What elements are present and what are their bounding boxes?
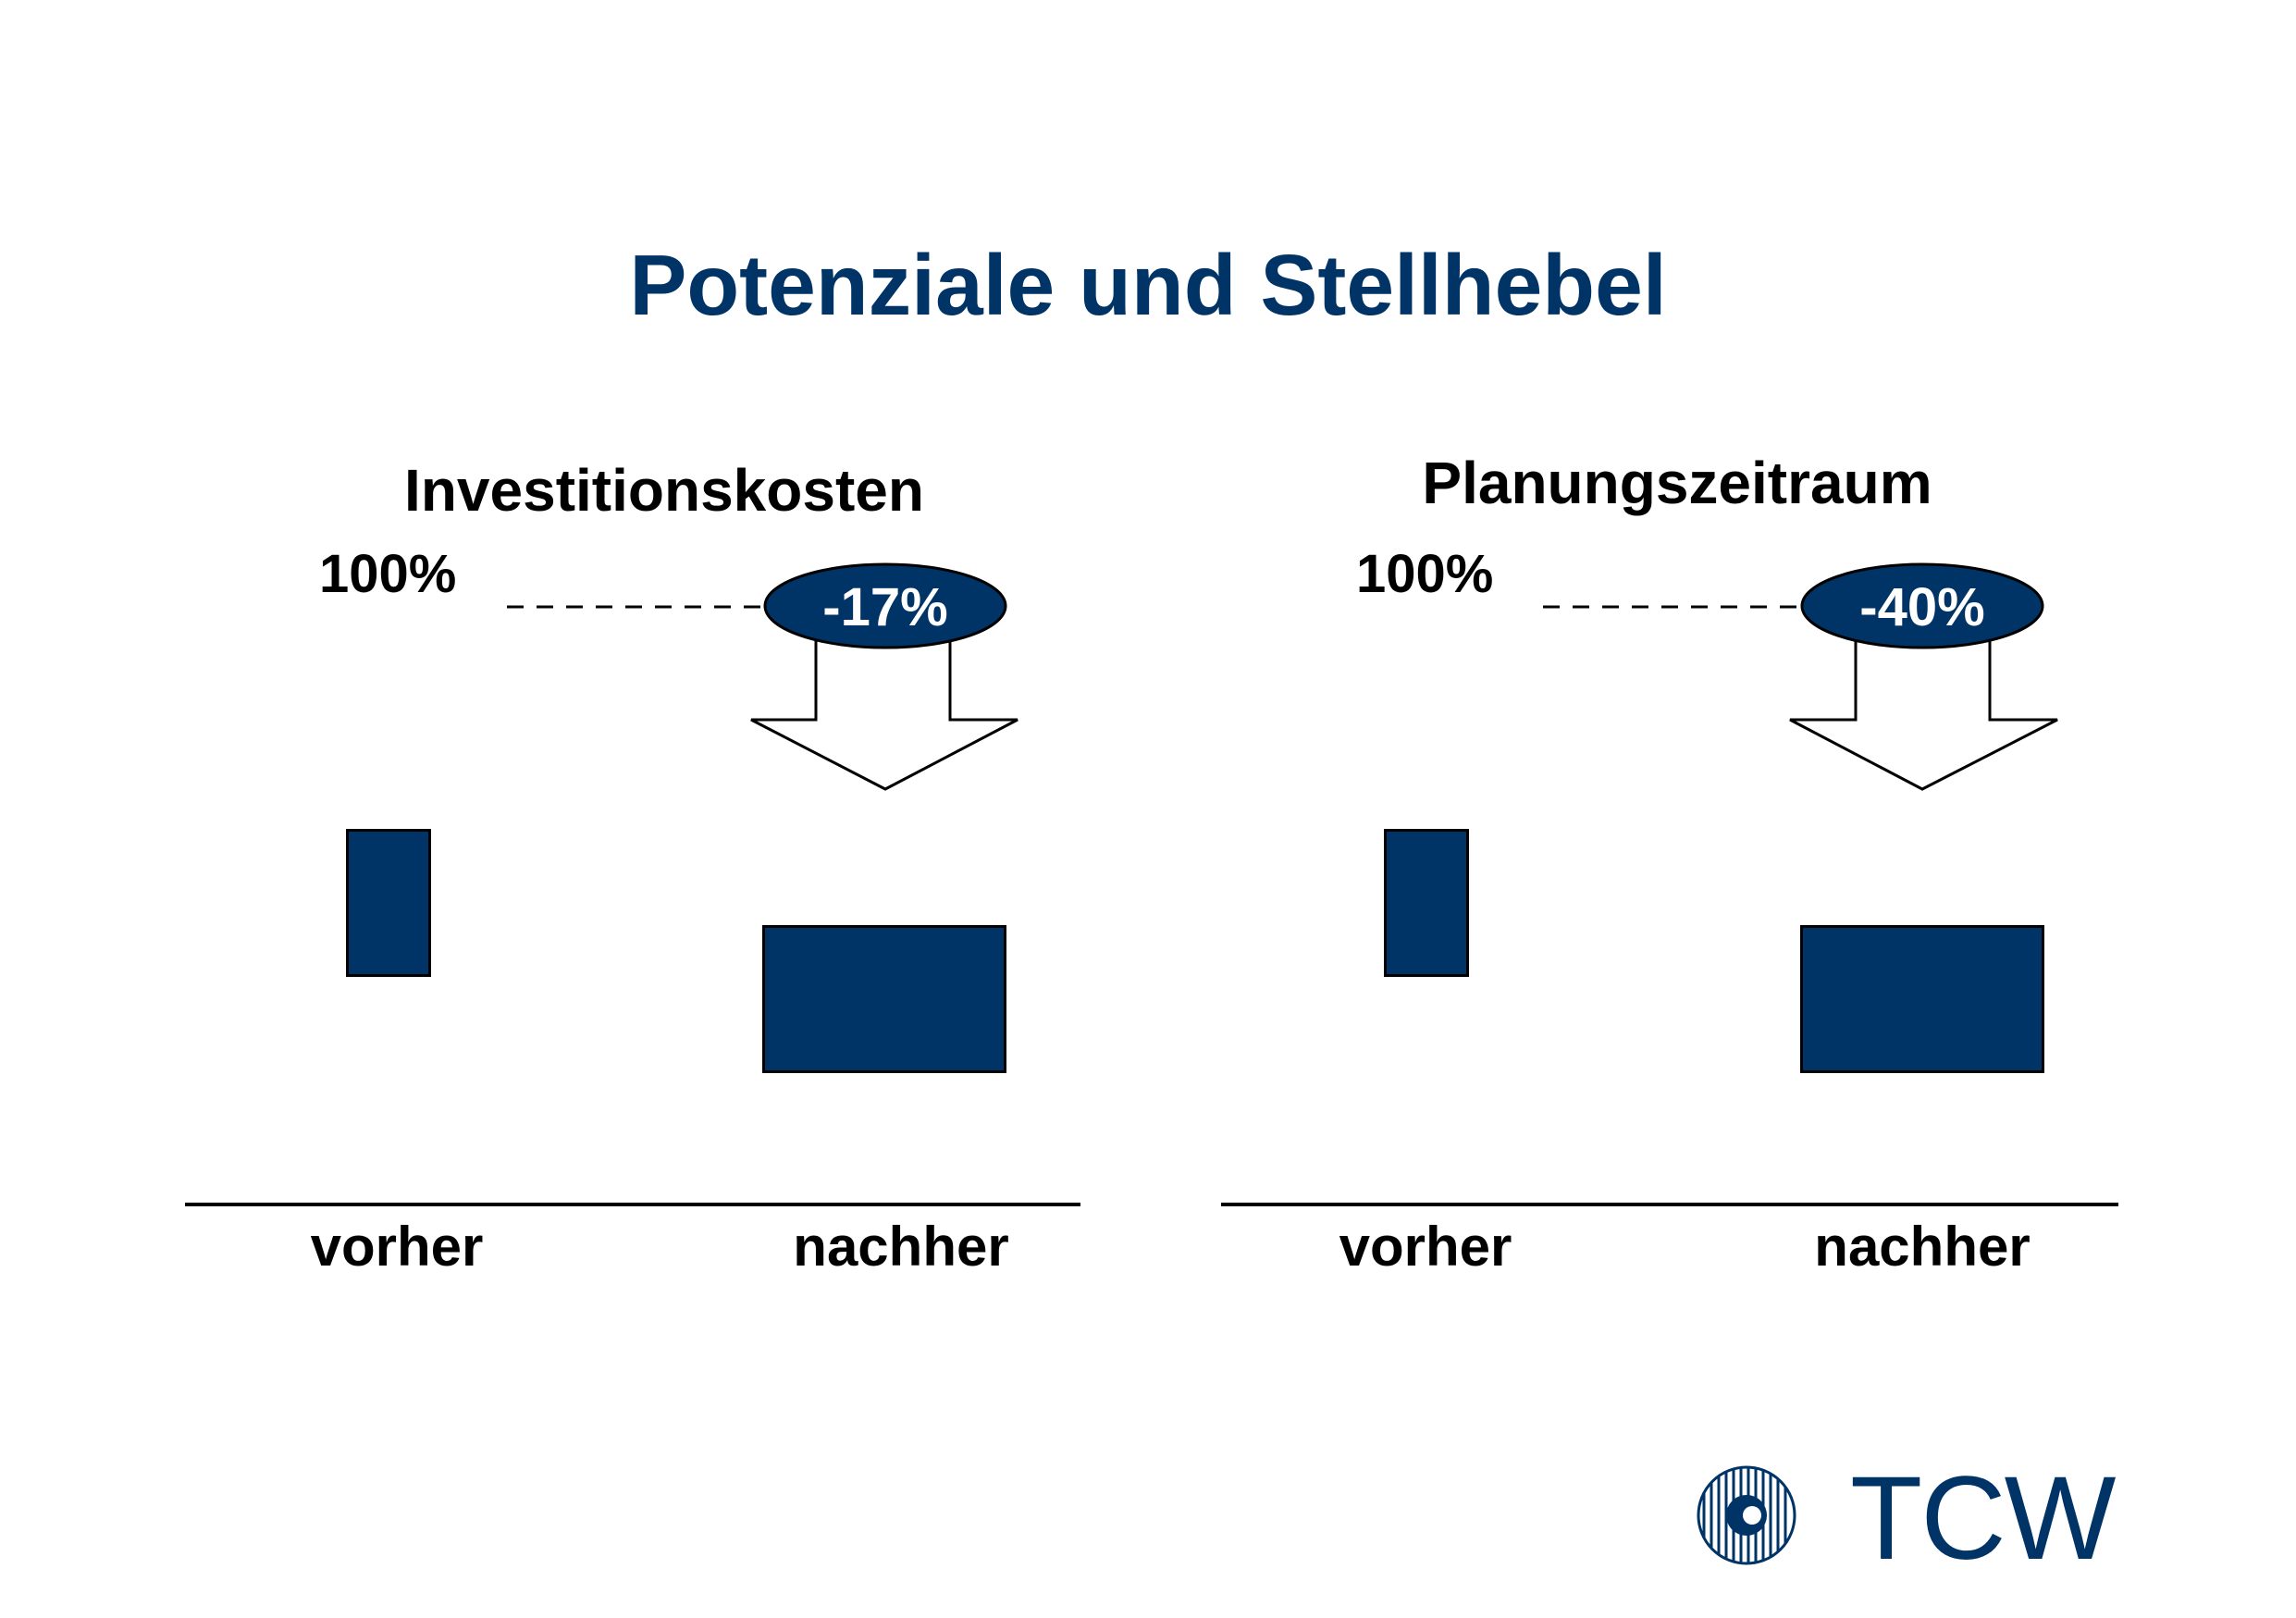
change-label: -17% (822, 577, 947, 637)
panel-title: Planungszeitraum (1422, 450, 1932, 516)
x-label-nachher: nachher (1814, 1216, 2031, 1278)
tcw-circle-logo-icon (1697, 1465, 1796, 1565)
reference-label: 100% (1356, 544, 1494, 604)
change-badge (763, 562, 1007, 649)
logo-text: TCW (1850, 1452, 2116, 1585)
page-title: Potenziale und Stellhebel (629, 237, 1667, 333)
down-arrow-icon (1789, 636, 2058, 791)
change-label: -40% (1859, 577, 1984, 637)
bar-nachher (1800, 925, 2044, 1073)
x-label-vorher: vorher (1339, 1216, 1512, 1278)
bar-vorher (346, 829, 431, 977)
change-badge (1800, 562, 2044, 649)
baseline (1221, 1203, 2118, 1206)
down-arrow-icon (750, 636, 1018, 791)
x-label-vorher: vorher (310, 1216, 484, 1278)
panel-title: Investitionskosten (404, 457, 924, 524)
bar-vorher (1384, 829, 1469, 977)
bar-nachher (762, 925, 1006, 1073)
baseline (185, 1203, 1080, 1206)
x-label-nachher: nachher (793, 1216, 1009, 1278)
reference-label: 100% (319, 544, 457, 604)
